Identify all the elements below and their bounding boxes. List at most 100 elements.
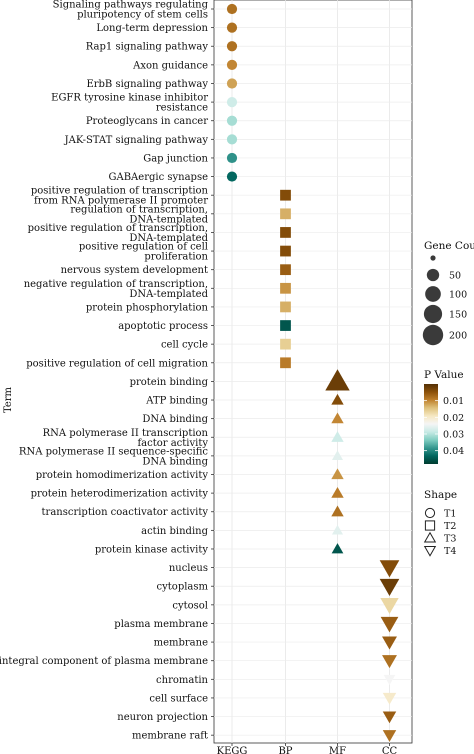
y-axis-title: Term — [3, 386, 14, 413]
term-label-line: DNA binding — [142, 456, 208, 467]
term-label: Axon guidance — [132, 60, 208, 71]
term-label: positive regulation of transcription, DNA… — [28, 223, 209, 244]
legend-shape-key — [423, 531, 437, 543]
legend-size-key — [430, 255, 436, 261]
data-point — [331, 524, 344, 535]
data-point — [280, 264, 291, 276]
legend-shape-title: Shape — [424, 489, 457, 501]
legend-shape-key — [424, 520, 436, 531]
legend-pvalue-title: P Value — [424, 369, 464, 381]
term-label: membrane — [154, 638, 208, 649]
data-point — [382, 655, 397, 669]
data-point — [331, 450, 344, 461]
legend-color-label: 0.04 — [443, 446, 464, 457]
term-label-line: from RNA polymerase II promoter — [34, 196, 208, 207]
data-point — [226, 22, 238, 33]
term-label: Gap junction — [143, 153, 208, 164]
term-label: transcription coactivator activity — [42, 507, 209, 518]
term-label: actin binding — [141, 526, 208, 537]
legend: Gene Count 50 100 150 200 P Value 0.01 0.02 0.03… — [422, 240, 474, 557]
term-label-line: RNA polymerase II sequence-specific — [19, 446, 208, 457]
legend-color-label: 0.03 — [443, 430, 464, 441]
term-label-line: positive regulation of transcription, — [28, 223, 208, 234]
x-tick-label: CC — [382, 746, 398, 754]
term-label: Long-term depression — [96, 23, 208, 34]
legend-shape-key — [424, 507, 436, 519]
data-point — [226, 134, 238, 145]
term-label: apoptotic process — [118, 321, 208, 332]
term-label: EGFR tyrosine kinase inhibitor resistance — [51, 93, 208, 114]
data-point — [226, 59, 238, 70]
data-point — [331, 505, 344, 517]
legend-color-label: 0.01 — [443, 396, 464, 407]
term-label-line: factor activity — [137, 438, 208, 449]
data-markers — [226, 3, 400, 742]
x-axis: KEGG BP MF CC — [211, 8, 398, 754]
term-label: RNA polymerase II sequence-specific DNA b… — [19, 446, 209, 467]
term-label: positive regulation of transcription from… — [31, 186, 209, 207]
legend-shape-label: T2 — [444, 521, 456, 532]
data-point — [331, 543, 344, 554]
data-point — [226, 78, 238, 89]
legend-size-key — [423, 304, 443, 324]
x-tick-label: BP — [278, 746, 292, 754]
term-label-line: proliferation — [144, 252, 208, 263]
term-label-line: RNA polymerase II transcription — [43, 428, 209, 439]
term-label-line: resistance — [156, 103, 208, 114]
term-label-line: DNA-templated — [129, 233, 208, 244]
term-label: Proteoglycans in cancer — [86, 116, 208, 127]
term-label: cell surface — [149, 693, 208, 704]
data-point — [226, 41, 238, 52]
term-label: integral component of plasma membrane — [0, 656, 208, 667]
term-label: protein heterodimerization activity — [31, 489, 209, 500]
plot-panel — [213, 0, 413, 744]
data-point — [382, 692, 397, 705]
legend-size-key — [426, 268, 440, 282]
data-point — [379, 578, 400, 597]
legend-shape-label: T4 — [444, 546, 456, 557]
term-label: chromatin — [156, 675, 209, 686]
term-label: negative regulation of transcription, DNA… — [24, 279, 209, 300]
term-label: cytoplasm — [157, 582, 209, 593]
data-point — [331, 431, 344, 442]
data-point — [280, 338, 291, 350]
data-point — [280, 208, 291, 220]
data-point — [226, 171, 238, 182]
x-tick-label: MF — [329, 746, 346, 754]
legend-size-label: 200 — [449, 331, 467, 342]
term-label-line: positive regulation of transcription — [31, 186, 209, 197]
term-label-line: positive regulation of cell — [79, 242, 208, 253]
term-label: nervous system development — [61, 265, 208, 276]
term-label-line: Signaling pathways regulating — [53, 0, 209, 11]
legend-shape-label: T1 — [444, 509, 456, 520]
data-point — [380, 616, 399, 633]
term-label: plasma membrane — [114, 619, 208, 630]
legend-size-label: 50 — [449, 271, 461, 282]
term-labels: Signaling pathways regulating pluripotenc… — [0, 0, 209, 742]
data-point — [280, 245, 291, 257]
term-label: protein kinase activity — [95, 544, 208, 555]
term-label: nucleus — [169, 563, 208, 574]
term-label: positive regulation of cell proliferation — [79, 242, 209, 263]
legend-gene-count-title: Gene Count — [424, 240, 474, 252]
data-point — [226, 97, 238, 108]
data-point — [382, 636, 397, 650]
data-point — [280, 301, 291, 313]
data-point — [331, 412, 344, 424]
legend-shape-key — [423, 546, 437, 557]
legend-color-label: 0.02 — [443, 413, 464, 424]
legend-size-key — [422, 324, 444, 346]
term-label: Rap1 signaling pathway — [86, 42, 209, 53]
data-point — [280, 189, 291, 201]
x-tick-label: KEGG — [217, 746, 248, 754]
term-label-line: pluripotency of stem cells — [77, 10, 208, 21]
legend-size-label: 150 — [449, 310, 467, 321]
legend-size-label: 100 — [449, 290, 467, 301]
term-label-line: regulation of transcription, — [70, 204, 208, 215]
term-label: protein homodimerization activity — [36, 470, 209, 481]
data-point — [380, 597, 399, 615]
data-point — [226, 115, 238, 126]
term-label: ATP binding — [145, 396, 208, 407]
data-point — [226, 3, 238, 15]
data-point — [331, 486, 344, 498]
